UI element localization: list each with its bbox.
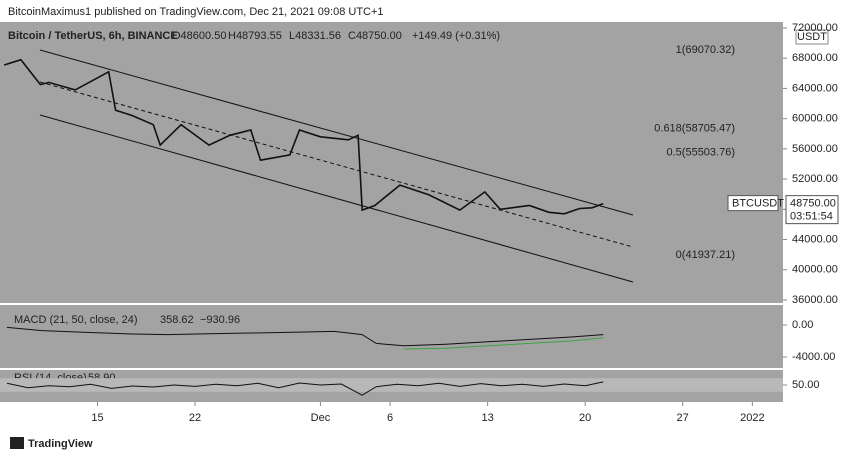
y-tick-label: 36000.00 [792, 294, 838, 306]
y-tick-label: 44000.00 [792, 233, 838, 245]
fib-label: 0(41937.21) [676, 249, 735, 261]
y-tick-label: -4000.00 [792, 351, 835, 363]
ohlc: L48331.56 [289, 30, 341, 42]
y-tick-label: 50.00 [792, 379, 820, 391]
x-tick-label: 22 [189, 412, 201, 424]
macd-title: MACD (21, 50, close, 24) [14, 314, 138, 326]
price-pane [0, 22, 783, 303]
fib-label: 0.5(55503.76) [667, 147, 736, 159]
footer: TradingView [28, 438, 93, 450]
symbol: Bitcoin / TetherUS, 6h, BINANCE [8, 30, 178, 42]
y-tick-label: 68000.00 [792, 52, 838, 64]
fib-label: 0.618(58705.47) [654, 122, 735, 134]
last-price-box [727, 195, 779, 212]
y-tick-label: 0.00 [792, 319, 813, 331]
x-tick-label: 15 [91, 412, 103, 424]
x-tick-label: 6 [387, 412, 393, 424]
y-tick-label: 72000.00 [792, 22, 838, 34]
macd-reading: 358.62 [160, 314, 194, 326]
x-tick-label: 2022 [740, 412, 764, 424]
ohlc: H48793.55 [228, 30, 282, 42]
currency-box [795, 29, 829, 45]
x-tick-label: 27 [677, 412, 689, 424]
y-tick-label: 64000.00 [792, 82, 838, 94]
publisher: BitcoinMaximus1 published on TradingView… [8, 6, 384, 18]
y-tick-label: 52000.00 [792, 173, 838, 185]
ohlc: O48600.50 [172, 30, 226, 42]
last-price-symbol: BTCUSDT [732, 198, 784, 210]
macd-reading: −930.96 [200, 314, 240, 326]
currency: USDT [797, 31, 827, 43]
countdown: 03:51:54 [790, 211, 833, 223]
last-price-tag [785, 195, 839, 225]
last-price-label: 48750.00 [790, 198, 836, 210]
x-tick-label: Dec [311, 412, 331, 424]
series-line [6, 326, 604, 347]
series-line [403, 337, 604, 350]
x-tick-label: 13 [482, 412, 494, 424]
ohlc: +149.49 (+0.31%) [412, 30, 500, 42]
channel-mid [39, 81, 634, 248]
channel-line [39, 49, 634, 216]
channel-line [39, 114, 634, 283]
series-line [6, 381, 604, 396]
y-tick-label: 56000.00 [792, 143, 838, 155]
logo [10, 437, 24, 449]
x-tick-label: 20 [579, 412, 591, 424]
ohlc: C48750.00 [348, 30, 402, 42]
macd-pane [0, 305, 783, 368]
series-line [3, 58, 604, 215]
y-tick-label: 60000.00 [792, 113, 838, 125]
y-tick-label: 40000.00 [792, 264, 838, 276]
fib-label: 1(69070.32) [676, 44, 735, 56]
